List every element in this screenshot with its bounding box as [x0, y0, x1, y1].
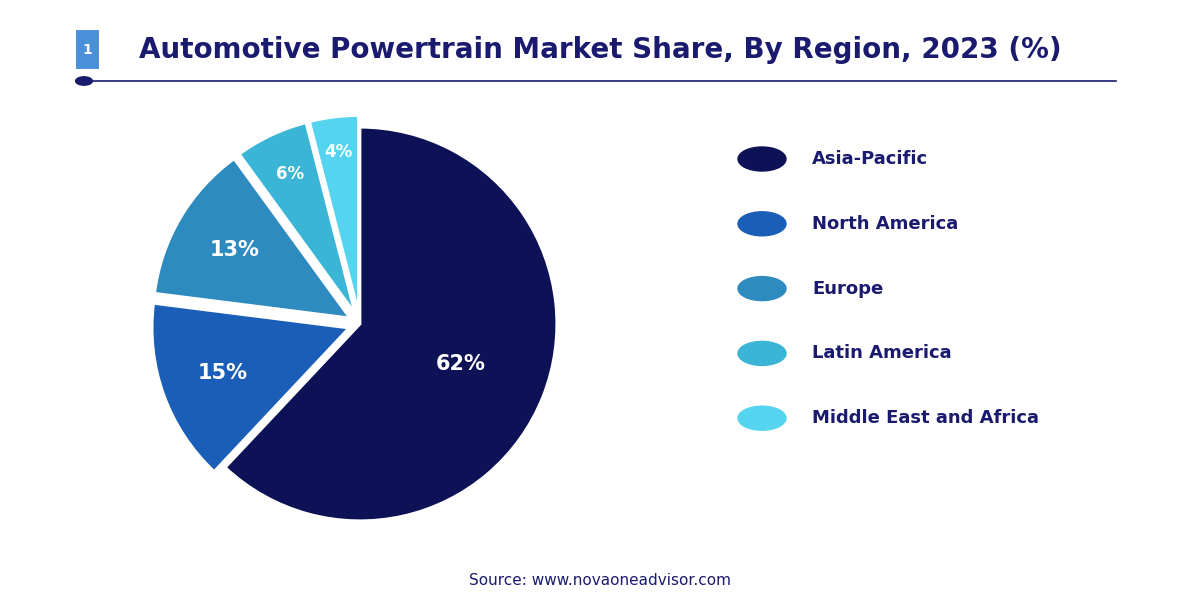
Text: 13%: 13%: [210, 240, 259, 260]
Text: 15%: 15%: [198, 364, 248, 383]
Text: 1: 1: [83, 43, 92, 56]
Text: ADVISOR: ADVISOR: [116, 43, 180, 56]
Wedge shape: [239, 122, 355, 313]
Text: 4%: 4%: [324, 143, 353, 161]
FancyBboxPatch shape: [76, 29, 100, 70]
Text: NOVA: NOVA: [30, 43, 68, 56]
Text: 6%: 6%: [276, 166, 304, 184]
Wedge shape: [226, 127, 557, 521]
Text: Source: www.novaoneadvisor.com: Source: www.novaoneadvisor.com: [469, 573, 731, 588]
Wedge shape: [310, 115, 359, 312]
Text: Automotive Powertrain Market Share, By Region, 2023 (%): Automotive Powertrain Market Share, By R…: [139, 36, 1061, 64]
Text: North America: North America: [812, 215, 959, 233]
Wedge shape: [152, 304, 349, 472]
Text: Asia-Pacific: Asia-Pacific: [812, 150, 929, 168]
Text: Middle East and Africa: Middle East and Africa: [812, 409, 1039, 427]
Text: Europe: Europe: [812, 280, 883, 298]
Text: Latin America: Latin America: [812, 344, 952, 362]
Wedge shape: [155, 159, 350, 318]
Text: 62%: 62%: [436, 354, 486, 374]
